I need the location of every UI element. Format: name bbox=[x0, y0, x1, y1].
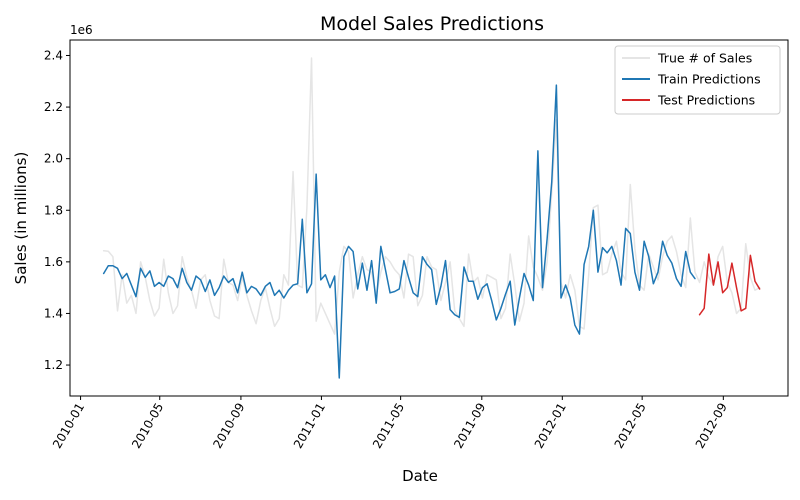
y-axis-label: Sales (in millions) bbox=[12, 152, 30, 285]
y-tick-label: 1.4 bbox=[44, 306, 63, 320]
y-tick-label: 2.2 bbox=[44, 100, 63, 114]
y-tick-label: 2.0 bbox=[44, 152, 63, 166]
y-tick-label: 2.4 bbox=[44, 48, 63, 62]
legend-box bbox=[614, 45, 781, 115]
legend-label-0: True # of Sales bbox=[657, 51, 752, 66]
chart-title: Model Sales Predictions bbox=[320, 13, 544, 35]
y-offset-text: 1e6 bbox=[70, 23, 93, 37]
x-axis-label: Date bbox=[402, 467, 438, 485]
series-line-0 bbox=[102, 57, 761, 335]
series-line-1 bbox=[102, 84, 696, 379]
y-tick-label: 1.6 bbox=[44, 255, 63, 269]
series-line-2 bbox=[698, 253, 761, 316]
y-tick-label: 1.8 bbox=[44, 203, 63, 217]
legend-label-2: Test Predictions bbox=[657, 93, 755, 108]
y-tick-label: 1.2 bbox=[44, 358, 63, 372]
legend: True # of Sales Train Predictions Test Pre… bbox=[614, 45, 781, 115]
axes-frame bbox=[69, 39, 789, 397]
legend-label-1: Train Predictions bbox=[657, 72, 761, 87]
